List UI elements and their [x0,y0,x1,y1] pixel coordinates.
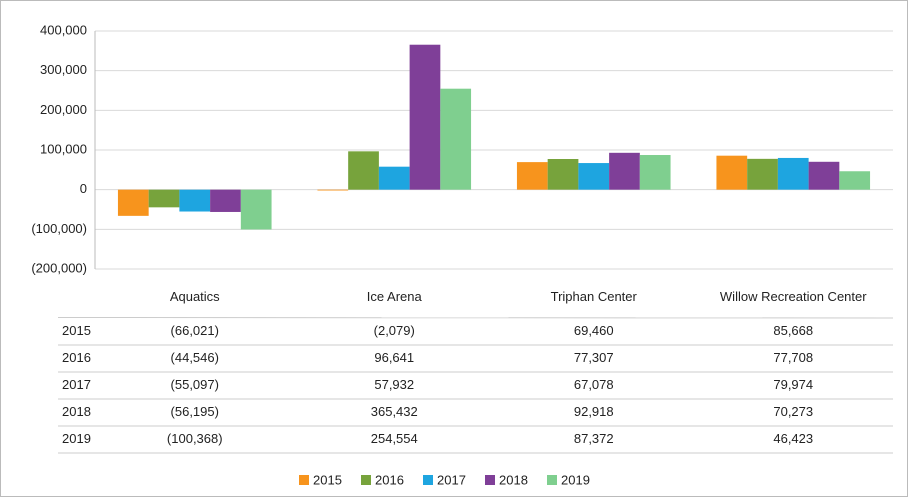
table-cell: 87,372 [574,431,614,446]
y-tick-label: 300,000 [40,62,87,77]
bar [440,88,472,190]
legend-label: 2015 [313,472,342,487]
legend-label: 2017 [437,472,466,487]
row-label: 2015 [62,323,91,338]
category-label: Willow Recreation Center [719,288,867,304]
legend-swatch [547,475,557,485]
bar [378,166,410,190]
bar [117,189,149,216]
table-cell: 69,460 [574,323,614,338]
table-cell: (56,195) [171,404,219,419]
table-cell: 79,974 [773,377,813,392]
bar [516,162,548,190]
y-tick-label: 200,000 [40,102,87,117]
table-cell: 67,078 [574,377,614,392]
legend-label: 2018 [499,472,528,487]
legend-swatch [299,475,309,485]
bar [547,159,579,190]
category-label: Triphan Center [550,288,637,304]
table-cell: 77,307 [574,350,614,365]
bar [210,189,241,212]
bar [240,189,272,230]
bar [578,163,610,190]
bar [777,157,809,190]
table-cell: 77,708 [773,350,813,365]
bar [808,161,840,190]
legend-label: 2016 [375,472,404,487]
bar [839,171,871,190]
legend-swatch [361,475,371,485]
table-cell: (66,021) [171,323,219,338]
legend-label: 2019 [561,472,590,487]
table-cell: 70,273 [773,404,813,419]
bar [639,155,671,190]
bar [716,155,748,190]
row-label: 2018 [62,404,91,419]
table-cell: 96,641 [374,350,414,365]
y-tick-label: (100,000) [31,221,87,236]
table-cell: 365,432 [371,404,418,419]
y-tick-label: 0 [80,181,87,196]
table-cell: 85,668 [773,323,813,338]
bar [179,189,211,212]
row-label: 2016 [62,350,91,365]
y-tick-label: (200,000) [31,260,87,275]
bar [409,44,441,190]
y-tick-label: 400,000 [40,22,87,37]
table-cell: (2,079) [374,323,415,338]
table-cell: 92,918 [574,404,614,419]
table-cell: 254,554 [371,431,418,446]
row-label: 2019 [62,431,91,446]
bar [747,158,778,190]
y-tick-label: 100,000 [40,141,87,156]
table-cell: (100,368) [167,431,223,446]
bar [148,189,180,208]
category-label: Ice Arena [366,288,422,304]
table-cell: 57,932 [374,377,414,392]
row-label: 2017 [62,377,91,392]
legend-swatch [423,475,433,485]
bar [317,189,349,191]
table-cell: (55,097) [171,377,219,392]
table-line [57,317,894,319]
bar [348,151,379,190]
bar [609,152,640,190]
table-cell: (44,546) [171,350,219,365]
table-cell: 46,423 [773,431,813,446]
legend-swatch [485,475,495,485]
category-label: Aquatics [169,288,220,304]
